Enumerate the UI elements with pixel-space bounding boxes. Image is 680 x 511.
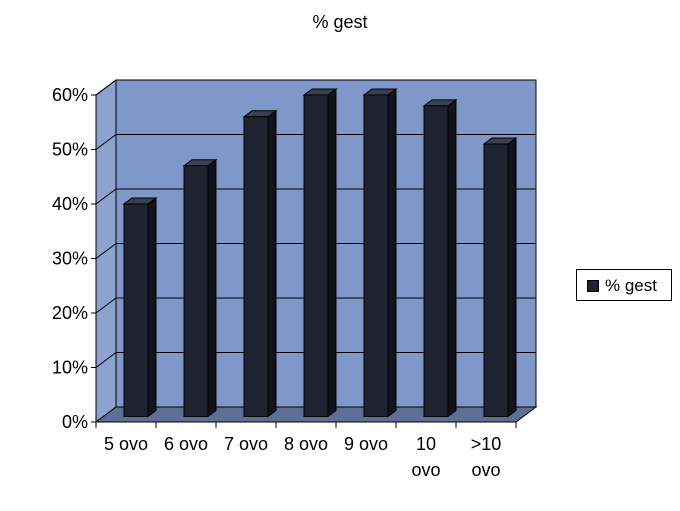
gridline-side bbox=[95, 79, 117, 96]
bar-front bbox=[303, 94, 329, 417]
legend-swatch bbox=[587, 280, 599, 292]
bar bbox=[362, 87, 398, 418]
bar bbox=[422, 98, 458, 418]
bar-front bbox=[183, 165, 209, 417]
y-tick-label: 50% bbox=[52, 140, 88, 160]
y-tick-label: 60% bbox=[52, 85, 88, 105]
bar-front bbox=[483, 143, 509, 417]
bar-side bbox=[207, 158, 217, 418]
gridline-side bbox=[95, 297, 117, 314]
bar-side bbox=[327, 87, 337, 418]
gridline-side bbox=[95, 188, 117, 205]
bar-front bbox=[243, 116, 269, 417]
y-tick-label: 0% bbox=[62, 412, 88, 432]
bar bbox=[302, 87, 338, 418]
bar bbox=[182, 158, 218, 418]
bar-side bbox=[387, 87, 397, 418]
bar bbox=[122, 196, 158, 418]
y-tick-label: 10% bbox=[52, 358, 88, 378]
bar-side bbox=[507, 137, 517, 418]
bar bbox=[482, 137, 518, 418]
bar-side bbox=[147, 196, 157, 418]
gridline-side bbox=[95, 352, 117, 368]
legend: % gest bbox=[576, 269, 672, 301]
y-tick-label: 40% bbox=[52, 194, 88, 214]
x-tick-label: 6 ovo bbox=[164, 434, 208, 454]
bar bbox=[242, 109, 278, 418]
bar-front bbox=[363, 94, 389, 417]
legend-label: % gest bbox=[605, 276, 657, 295]
y-tick-label: 20% bbox=[52, 303, 88, 323]
gridline-side bbox=[95, 134, 117, 150]
bar-side bbox=[267, 109, 277, 418]
bar-front bbox=[123, 203, 149, 417]
bar-side bbox=[447, 98, 457, 418]
x-tick-label: >10 ovo bbox=[471, 434, 502, 480]
chart-title: % gest bbox=[312, 12, 368, 32]
x-tick-label: 7 ovo bbox=[224, 434, 268, 454]
x-tick-label: 9 ovo bbox=[344, 434, 388, 454]
y-tick-label: 30% bbox=[52, 249, 88, 269]
x-tick-label: 5 ovo bbox=[104, 434, 148, 454]
x-tick-label: 8 ovo bbox=[284, 434, 328, 454]
bar-front bbox=[423, 105, 449, 417]
x-tick-label: 10 ovo bbox=[411, 434, 440, 480]
gridline-side bbox=[95, 243, 117, 259]
